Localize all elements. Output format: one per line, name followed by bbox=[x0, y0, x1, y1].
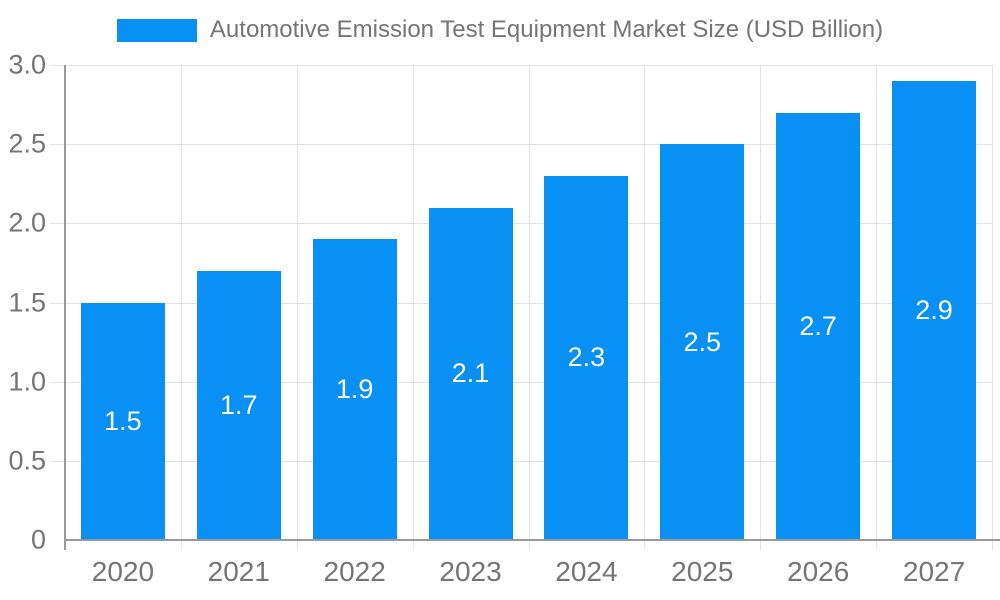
v-gridline bbox=[412, 65, 414, 550]
bar-value-label: 1.7 bbox=[220, 389, 258, 420]
x-tick-label: 2027 bbox=[902, 556, 966, 587]
legend-swatch[interactable] bbox=[116, 18, 197, 42]
y-tick-label: 1.5 bbox=[8, 287, 46, 317]
h-gridline bbox=[50, 65, 992, 66]
bar-value-label: 2.1 bbox=[451, 358, 490, 389]
x-axis-line bbox=[65, 539, 1000, 541]
bar-value-label: 1.9 bbox=[335, 374, 374, 405]
plot-area: 1.5 1.7 1.9 2.1 2.3 2.5 2.7 2.9 bbox=[50, 65, 1000, 550]
y-axis-labels: 0 0.5 1.0 1.5 2.0 2.5 3.0 bbox=[0, 50, 46, 555]
y-tick-label: 2.0 bbox=[8, 207, 46, 238]
bar-value-label: 2.3 bbox=[567, 342, 606, 373]
bar-value-label: 2.7 bbox=[799, 310, 837, 341]
bar-2020[interactable]: 1.5 bbox=[80, 302, 165, 540]
y-tick-label: 0 bbox=[30, 524, 46, 555]
h-gridline bbox=[50, 381, 992, 383]
bar-2026[interactable]: 2.7 bbox=[776, 112, 861, 540]
y-axis-line bbox=[64, 65, 66, 550]
x-tick-label: 2021 bbox=[207, 556, 270, 587]
bar-2023[interactable]: 2.1 bbox=[428, 207, 513, 540]
h-gridline bbox=[50, 460, 992, 462]
v-gridline bbox=[992, 65, 993, 550]
bar-2025[interactable]: 2.5 bbox=[660, 144, 745, 540]
x-tick-label: 2026 bbox=[787, 556, 850, 587]
bar-value-label: 1.5 bbox=[104, 405, 142, 436]
bar-2021[interactable]: 1.7 bbox=[196, 270, 281, 540]
y-tick-label: 3.0 bbox=[8, 49, 46, 80]
h-gridline bbox=[50, 302, 992, 304]
bar-2022[interactable]: 1.9 bbox=[312, 239, 397, 540]
x-tick-label: 2024 bbox=[555, 556, 618, 587]
v-gridline bbox=[644, 65, 646, 550]
h-gridline bbox=[50, 144, 992, 146]
bar-value-label: 2.5 bbox=[683, 326, 722, 357]
x-tick-label: 2023 bbox=[439, 556, 502, 587]
v-gridline bbox=[528, 65, 530, 550]
x-tick-label: 2020 bbox=[91, 556, 155, 587]
v-gridline bbox=[180, 65, 182, 550]
y-tick-label: 1.0 bbox=[8, 366, 46, 397]
x-tick-label: 2022 bbox=[323, 556, 386, 587]
v-gridline bbox=[296, 65, 298, 550]
bar-value-label: 2.9 bbox=[915, 294, 953, 325]
h-gridline bbox=[50, 223, 992, 225]
bar-2024[interactable]: 2.3 bbox=[544, 175, 629, 540]
chart-title: Automotive Emission Test Equipment Marke… bbox=[209, 16, 884, 43]
x-axis-labels: 2020 2021 2022 2023 2024 2025 2026 2027 bbox=[65, 556, 992, 592]
legend: Automotive Emission Test Equipment Marke… bbox=[0, 16, 1000, 44]
v-gridline bbox=[760, 65, 762, 550]
bar-2027[interactable]: 2.9 bbox=[892, 80, 977, 540]
x-tick-label: 2025 bbox=[671, 556, 734, 587]
v-gridline bbox=[876, 65, 878, 550]
y-tick-label: 0.5 bbox=[8, 445, 46, 476]
y-tick-label: 2.5 bbox=[8, 128, 46, 159]
